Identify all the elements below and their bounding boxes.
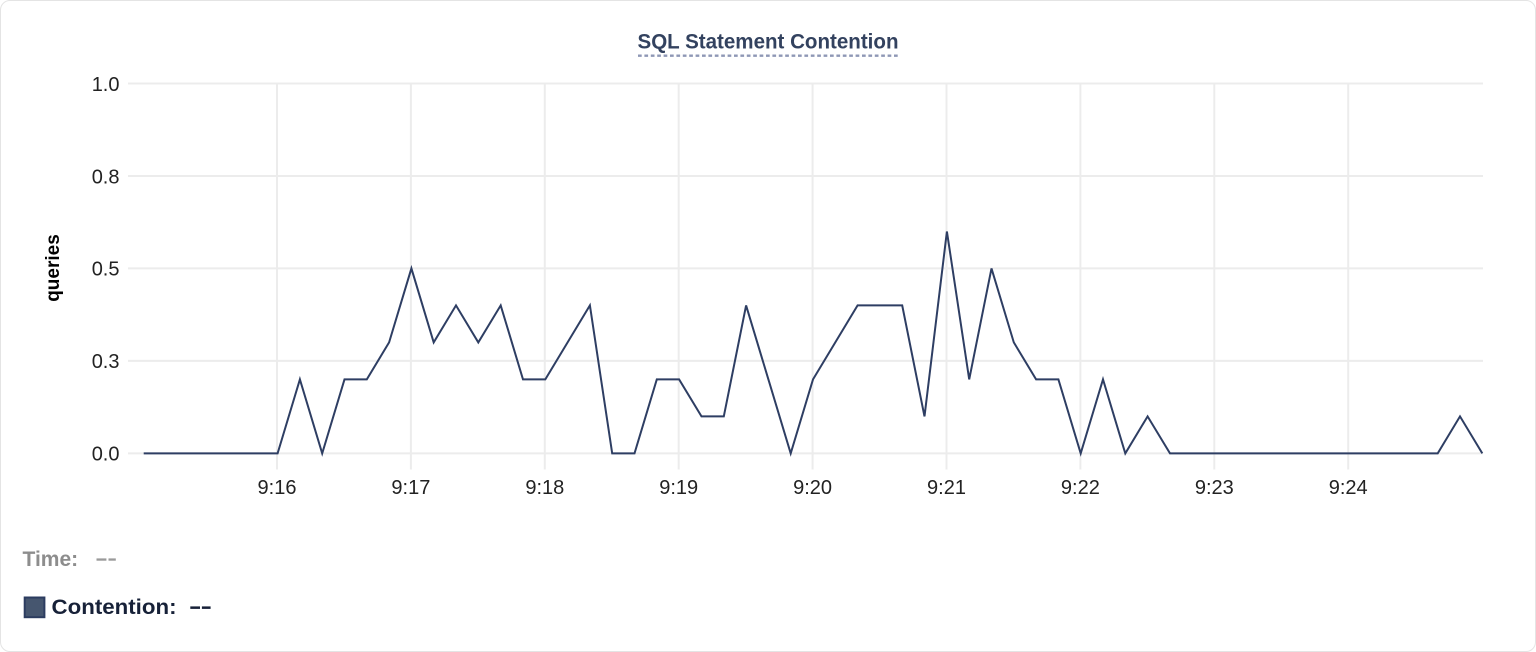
svg-text:Contention:: Contention: — [52, 596, 177, 619]
svg-text:0.5: 0.5 — [92, 259, 120, 281]
svg-text:Time:: Time: — [23, 548, 79, 571]
svg-text:queries: queries — [43, 234, 64, 302]
svg-text:9:23: 9:23 — [1195, 477, 1234, 499]
svg-text:0.8: 0.8 — [92, 166, 120, 188]
svg-text:9:17: 9:17 — [391, 477, 430, 499]
svg-text:0.3: 0.3 — [92, 351, 120, 373]
svg-text:SQL Statement Contention: SQL Statement Contention — [638, 31, 899, 54]
svg-text:9:19: 9:19 — [659, 477, 698, 499]
svg-text:9:16: 9:16 — [258, 477, 297, 499]
svg-text:9:21: 9:21 — [927, 477, 966, 499]
svg-text:9:22: 9:22 — [1061, 477, 1100, 499]
svg-text:9:24: 9:24 — [1329, 477, 1368, 499]
svg-text:1.0: 1.0 — [92, 74, 120, 96]
svg-text:9:18: 9:18 — [525, 477, 564, 499]
svg-text:9:20: 9:20 — [793, 477, 832, 499]
svg-text:0.0: 0.0 — [92, 444, 120, 466]
